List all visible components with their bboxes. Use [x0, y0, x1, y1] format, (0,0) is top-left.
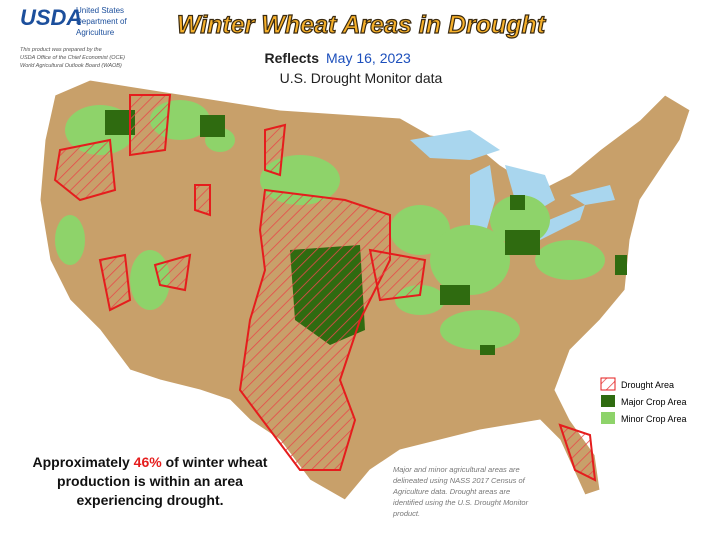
legend-label: Major Crop Area [621, 397, 687, 407]
agency: United States [76, 6, 124, 15]
summary-highlight: 46% [134, 454, 163, 470]
summary: experiencing drought. [76, 492, 223, 508]
drought-area [53, 94, 597, 482]
summary-text: of winter wheat [162, 454, 268, 470]
agency: Agriculture [76, 28, 115, 37]
usda-logo: USDA [20, 5, 82, 30]
legend-label: Drought Area [621, 380, 674, 390]
source: U.S. Drought Monitor data [280, 70, 443, 86]
summary: production is within an area [57, 473, 243, 489]
note: Major and minor agricultural areas are d… [392, 465, 529, 518]
note-line: identified using the U.S. Drought Monito… [393, 498, 529, 507]
note-line: product. [392, 509, 420, 518]
legend-swatch [601, 395, 615, 407]
legend-label: Minor Crop Area [621, 414, 687, 424]
legend: Drought Area Major Crop Area Minor Crop … [600, 377, 687, 424]
note-line: Major and minor agricultural areas are [393, 465, 520, 474]
disclaimer: World Agricultural Outlook Board (WAOB) [20, 63, 122, 69]
summary-text: Approximately [33, 454, 134, 470]
summary: Approximately 46% of winter wheat [33, 454, 268, 470]
legend-swatch [601, 412, 615, 424]
reflects: Reflects [265, 50, 320, 66]
note-line: delineated using NASS 2017 Census of [393, 476, 526, 485]
date: May 16, 2023 [326, 50, 411, 66]
great-lakes [410, 130, 615, 240]
note-line: Agriculture data. Drought areas are [392, 487, 510, 496]
legend-swatch [600, 377, 616, 391]
title: Winter Wheat Areas in Drought [177, 11, 547, 39]
disclaimer: This product was prepared by the [20, 47, 102, 53]
agency: Department of [76, 17, 127, 26]
disclaimer: USDA Office of the Chief Economist (OCE) [20, 55, 125, 61]
